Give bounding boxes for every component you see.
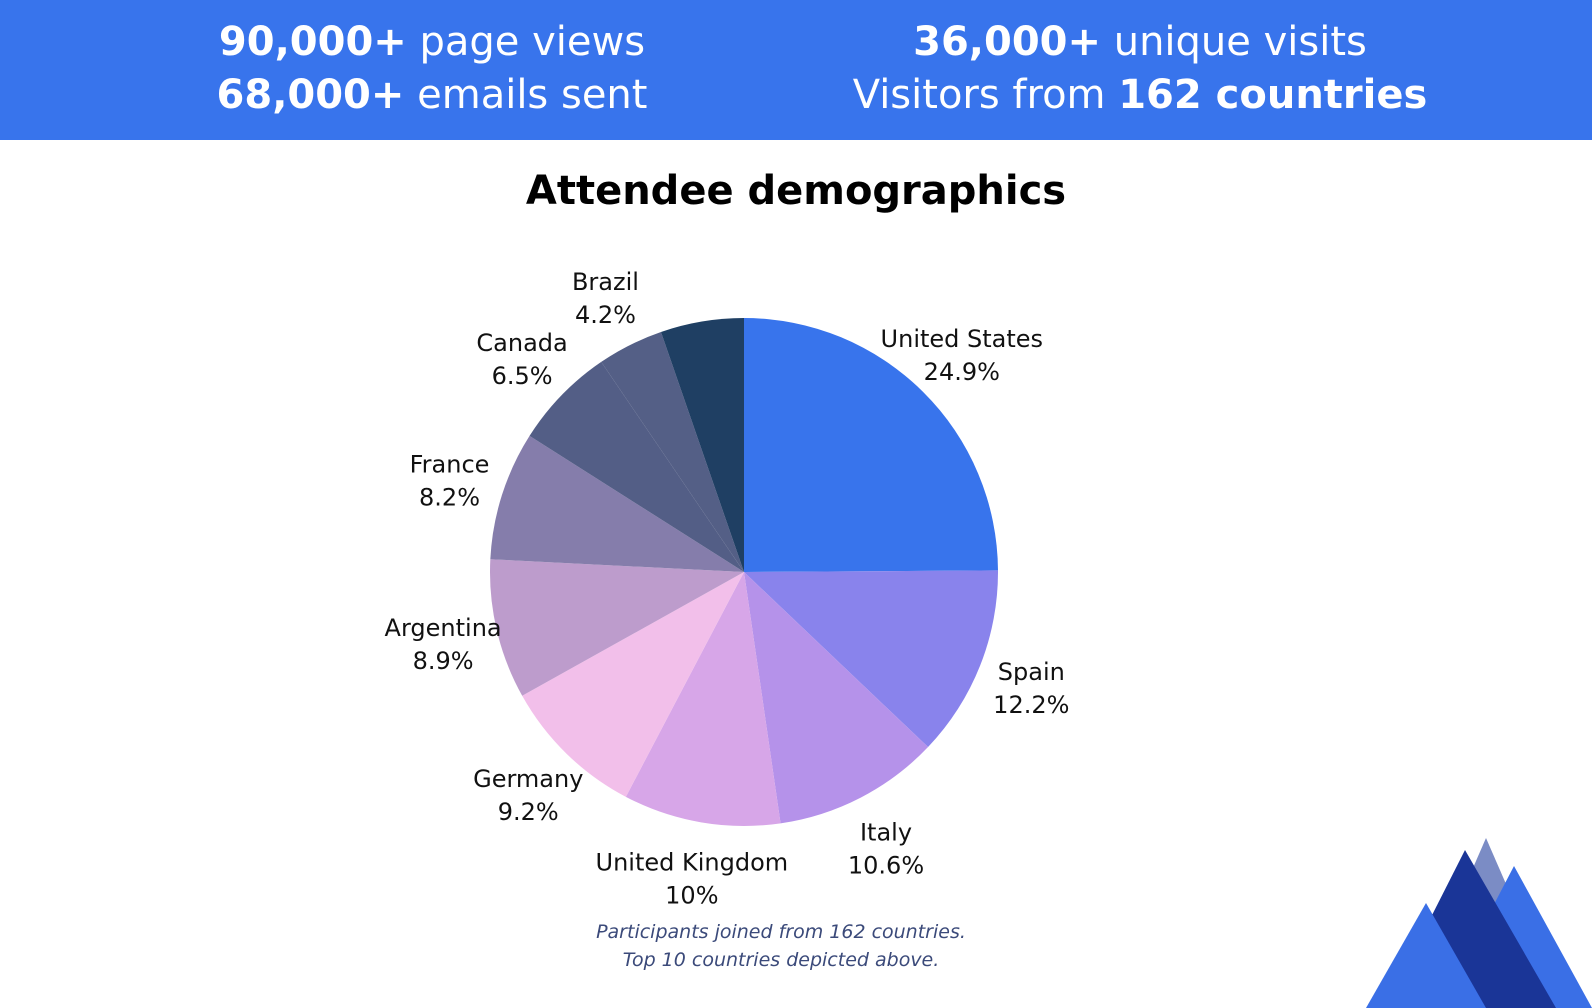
pie-slice-france — [490, 435, 744, 572]
pie-slice-canada — [529, 361, 744, 572]
stats-banner: 90,000+ page views 68,000+ emails sent 3… — [0, 0, 1592, 140]
slice-label-brazil: Brazil — [572, 268, 639, 296]
slice-label-spain: Spain — [998, 658, 1065, 686]
slice-label-canada: Canada — [476, 329, 567, 357]
stat-countries: Visitors from 162 countries — [852, 72, 1428, 118]
chart-title: Attendee demographics — [525, 168, 1067, 214]
slice-value-brazil: 4.2% — [575, 301, 636, 329]
chart-caption: Participants joined from 162 countries. … — [0, 918, 1562, 974]
pie-slice-united-kingdom — [625, 572, 781, 827]
slice-value-spain: 12.2% — [993, 691, 1069, 719]
slice-value-united-states: 24.9% — [924, 358, 1000, 386]
slice-label-germany: Germany — [473, 765, 583, 793]
pie-slice-brazil — [601, 331, 744, 572]
stats-right: 36,000+ unique visits Visitors from 162 … — [853, 16, 1428, 122]
stats-left: 90,000+ page views 68,000+ emails sent — [217, 16, 648, 122]
stat-emails-sent: 68,000+ emails sent — [216, 72, 648, 118]
stat-unique-visits: 36,000+ unique visits — [913, 19, 1367, 65]
slice-label-united-kingdom: United Kingdom — [596, 849, 789, 877]
slice-label-france: France — [410, 450, 490, 478]
stat-page-views: 90,000+ page views — [218, 19, 646, 65]
pie-slice-other — [660, 318, 744, 572]
slice-label-united-states: United States — [881, 325, 1044, 353]
pie-slice-italy — [744, 572, 929, 824]
slice-label-italy: Italy — [860, 818, 912, 846]
slice-value-france: 8.2% — [419, 483, 480, 511]
logo-front-peak — [1366, 903, 1486, 1008]
slice-value-united-kingdom: 10% — [665, 882, 718, 910]
slice-value-argentina: 8.9% — [413, 647, 474, 675]
slice-value-germany: 9.2% — [498, 798, 559, 826]
slice-value-canada: 6.5% — [492, 362, 553, 390]
pie-slice-argentina — [489, 559, 744, 696]
slice-value-italy: 10.6% — [848, 851, 924, 879]
pie-slice-united-states — [744, 318, 998, 572]
caption-line-2: Top 10 countries depicted above. — [622, 949, 940, 971]
caption-line-1: Participants joined from 162 countries. — [596, 921, 966, 943]
pie-slice-germany — [522, 572, 744, 797]
pie-slice-spain — [744, 570, 998, 748]
slice-label-argentina: Argentina — [385, 614, 502, 642]
